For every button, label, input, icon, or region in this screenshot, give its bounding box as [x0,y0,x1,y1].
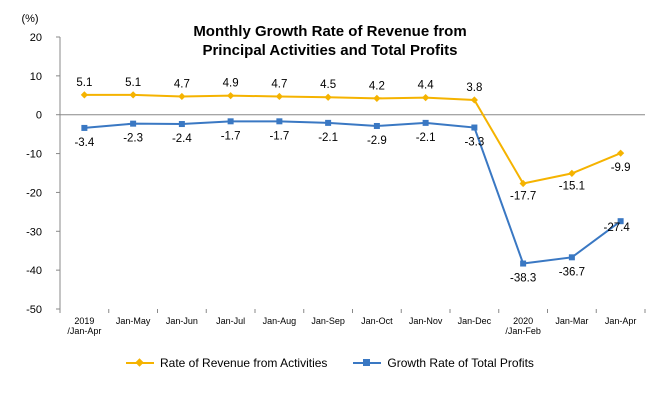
revenue-point [617,149,625,157]
x-tick-label: Jan-Sep [311,316,345,326]
x-tick-label: Jan-Dec [458,316,492,326]
revenue-data-label: 4.7 [174,78,190,90]
x-tick-label: Jan-Apr [605,316,637,326]
y-tick-label: 0 [36,110,42,122]
y-tick-label: -20 [26,187,42,199]
profits-point [130,120,137,127]
legend-item-profits: Growth Rate of Total Profits [353,356,534,370]
legend-label-profits: Growth Rate of Total Profits [387,356,534,370]
profits-data-label: -1.7 [221,130,241,142]
profits-data-label: -2.9 [367,135,387,147]
profits-series-line [84,120,622,265]
y-tick-label: -30 [26,226,42,238]
profits-data-label: -3.3 [464,137,484,149]
profits-data-label: -27.4 [604,222,631,234]
revenue-point [227,92,235,100]
x-tick-label: 2019 [74,316,94,326]
x-tick-label: Jan-Nov [409,316,443,326]
y-axis-unit-label: (%) [21,13,38,25]
x-tick-label: Jan-Jun [166,316,198,326]
profits-data-label: -38.3 [510,273,536,285]
profits-point [178,121,185,128]
profits-data-label: -2.1 [318,132,338,144]
revenue-point [178,92,186,101]
legend-swatch-profits [353,358,382,368]
revenue-point [324,93,332,101]
revenue-data-label: 3.8 [466,82,482,94]
x-tick-label: Jan-Mar [555,316,588,326]
profits-point [373,122,380,129]
y-tick-label: 20 [30,32,42,44]
x-tick-label: Jan-Oct [361,316,393,326]
revenue-data-label: 5.1 [125,77,141,89]
revenue-data-label: 4.7 [271,78,287,90]
revenue-point [422,94,430,102]
profits-point [617,218,624,225]
revenue-data-label: 4.5 [320,79,336,91]
revenue-point [373,94,381,102]
revenue-point [129,91,137,99]
x-tick-label: /Jan-Apr [67,326,101,336]
x-tick-label: Jan-Jul [216,316,245,326]
y-tick-label: -50 [26,304,42,316]
x-tick-label: /Jan-Feb [505,326,541,336]
revenue-data-label: -17.7 [510,190,536,202]
x-tick-label: 2020 [513,316,533,326]
profits-point [568,254,575,261]
profits-point [422,119,429,126]
legend-item-revenue: Rate of Revenue from Activities [126,356,327,370]
profits-point [81,124,88,131]
axes: 20 10 0 -10 -20 -30 -40 -50 2019/Jan-Apr Jan-May J… [26,32,646,336]
revenue-point [519,179,527,188]
revenue-point [275,92,283,101]
profits-point [325,119,332,126]
profits-point [471,124,478,131]
legend-swatch-revenue [126,358,154,368]
revenue-data-label: 4.4 [418,80,435,92]
revenue-series-line [84,93,622,185]
profits-data-label: -1.7 [269,130,289,142]
revenue-data-label: 5.1 [76,77,92,89]
revenue-data-label: 4.2 [369,80,385,92]
profits-data-label: -2.1 [416,132,436,144]
profits-data-label: -2.3 [123,133,143,145]
profits-point [520,260,527,267]
revenue-point [470,96,478,104]
y-tick-label: -10 [26,149,42,161]
revenue-data-label: -9.9 [611,162,631,174]
chart-title: Monthly Growth Rate of Revenue from Prin… [130,22,530,60]
x-tick-label: Jan-May [116,316,151,326]
y-tick-label: 10 [30,71,42,83]
profits-point [227,118,234,125]
legend: Rate of Revenue from Activities Growth R… [126,356,546,370]
y-tick-label: -40 [26,265,42,277]
revenue-point [568,169,576,177]
chart-title-line-2: Principal Activities and Total Profits [202,42,458,59]
profits-point [276,118,283,125]
profits-data-label: -3.4 [74,137,94,149]
profits-data-label: -2.4 [172,133,192,145]
series-layer: 5.1 5.1 4.7 4.9 4.7 4.5 4.2 4.4 3.8 -17.7 -15.1 -9.… [74,77,630,285]
revenue-point [80,91,88,99]
revenue-data-label: 4.9 [223,78,239,90]
x-tick-label: Jan-Aug [263,316,297,326]
chart-title-line-1: Monthly Growth Rate of Revenue from [193,23,467,40]
profits-data-label: -36.7 [559,266,585,278]
legend-label-revenue: Rate of Revenue from Activities [160,356,328,370]
revenue-data-label: -15.1 [559,180,585,192]
